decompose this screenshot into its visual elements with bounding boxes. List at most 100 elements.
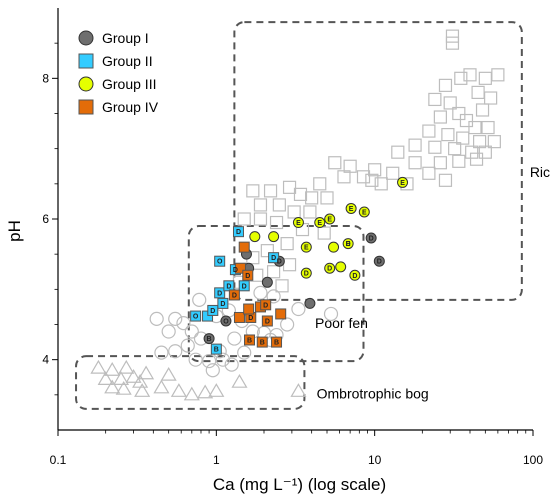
group-iii-point-11: [342, 238, 354, 250]
y-axis-title: pH: [5, 220, 24, 242]
point-label-34: O: [193, 314, 199, 321]
group-ii-point-11: [232, 226, 244, 238]
reference-square-point-44: [313, 177, 327, 191]
point-label-36: O: [223, 318, 229, 325]
reference-square-point-7: [491, 68, 505, 82]
reference-triangle-point-8: [138, 365, 155, 380]
reference-circle-point-9: [154, 345, 169, 360]
reference-square-point-29: [408, 156, 422, 170]
group-iv-point-10: [275, 308, 287, 320]
reference-square-point-42: [374, 177, 388, 191]
reference-circle-point-30: [266, 289, 281, 304]
point-label-21: D: [248, 315, 253, 322]
reference-square-point-20: [456, 131, 470, 145]
reference-square-point-34: [386, 166, 400, 180]
group-iv-point-9: [261, 315, 273, 327]
point-label-19: D: [210, 308, 215, 315]
point-label-16: D: [242, 283, 247, 290]
point-label-32: B: [214, 347, 219, 354]
group-ii-point-8: [238, 280, 250, 292]
reference-square-point-1: [445, 29, 460, 43]
group-ii-point-7: [223, 280, 235, 292]
reference-triangle-point-3: [104, 362, 121, 376]
reference-square-point-35: [422, 166, 436, 180]
point-label-1: E: [400, 180, 405, 187]
reference-square-point-67: [275, 279, 289, 293]
reference-circle-point-4: [161, 324, 176, 339]
x-tick-label-3: 10: [368, 453, 382, 467]
group-iii-point-6: [292, 217, 304, 229]
reference-square-point-31: [452, 154, 466, 168]
region-layer: Rich fen Poor fen Ombrotrophic bog: [75, 21, 550, 410]
reference-triangle-point-2: [97, 371, 114, 385]
point-label-22: D: [263, 302, 268, 309]
reference-square-point-49: [263, 184, 278, 198]
group-ii-point-1: [210, 343, 222, 355]
reference-square-point-36: [438, 173, 453, 187]
group-ii-point-12: [268, 252, 280, 264]
group-ii-point-10: [214, 255, 226, 267]
legend-marker-group-iv: [78, 99, 94, 115]
region-box-2: [187, 225, 365, 363]
group-iii-point-9: [300, 241, 312, 253]
reference-circle-point-7: [180, 338, 195, 353]
reference-square-point-55: [269, 215, 284, 230]
reference-triangle-point-11: [153, 379, 170, 394]
reference-square-point-22: [487, 135, 501, 149]
reference-square-point-48: [282, 180, 297, 194]
reference-square-point-53: [272, 198, 286, 212]
group-iii-point-7: [268, 231, 280, 243]
reference-square-point-33: [368, 163, 382, 177]
reference-square-point-51: [303, 205, 317, 219]
group-iv-point-14: [238, 241, 250, 253]
point-label-11: D: [352, 273, 357, 280]
reference-square-point-64: [267, 265, 281, 279]
group-iii-point-8: [249, 231, 261, 243]
reference-circle-point-3: [176, 315, 191, 331]
reference-square-point-15: [459, 113, 474, 128]
region-label-3: Ombrotrophic bog: [317, 385, 429, 401]
reference-square-point-4: [454, 71, 468, 85]
point-label-2: E: [362, 209, 367, 216]
group-i-point-7: [373, 255, 385, 267]
group-iv-point-3: [271, 336, 283, 348]
legend-label-group-iii: Group III: [102, 76, 156, 92]
legend-label-group-i: Group I: [102, 30, 149, 46]
point-label-35: O: [217, 259, 223, 266]
x-tick-label-1: 0.1: [50, 453, 67, 467]
reference-square-point-61: [260, 244, 274, 258]
group-iv-point-2: [244, 334, 256, 346]
group-iii-point-13: [324, 262, 336, 274]
reference-square-point-23: [408, 138, 422, 152]
group-iv-point-7: [243, 303, 255, 315]
group-iii-point-2: [358, 206, 370, 218]
reference-circle-point-10: [188, 352, 203, 367]
region-box-1: [233, 21, 523, 301]
reference-square-point-3: [438, 78, 453, 92]
point-label-12: D: [346, 241, 351, 248]
reference-square-point-8: [428, 92, 442, 107]
reference-square-point-46: [305, 191, 319, 205]
group-i-point-8: [220, 315, 232, 327]
x-axis-title: Ca (mg L⁻¹) (log scale): [213, 475, 386, 494]
group-iii-point-4: [324, 213, 336, 225]
reference-triangle-point-19: [104, 379, 121, 394]
reference-square-point-54: [253, 198, 268, 212]
point-label-9: D: [327, 266, 332, 273]
group-iii-point-14: [335, 261, 347, 273]
reference-square-point-11: [443, 96, 457, 110]
reference-triangle-point-18: [290, 383, 307, 397]
reference-circle-point-14: [205, 363, 220, 378]
y-tick-label-3: 8: [42, 71, 49, 85]
group-iv-point-1: [256, 336, 268, 348]
x-tick-label-4: 100: [523, 453, 543, 467]
legend-marker-group-ii: [78, 53, 94, 69]
reference-circle-point-22: [280, 317, 295, 332]
reference-square-point-26: [465, 145, 479, 159]
reference-circle-point-20: [237, 345, 252, 360]
reference-square-point-32: [469, 152, 484, 166]
reference-triangle-point-6: [125, 369, 142, 383]
group-points-layer: [190, 176, 409, 355]
